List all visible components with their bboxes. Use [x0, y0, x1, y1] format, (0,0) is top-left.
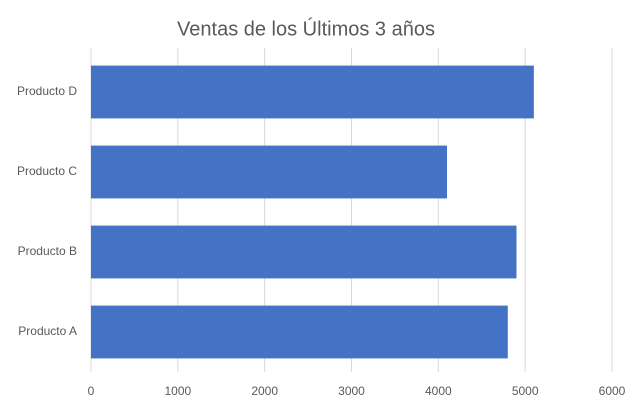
x-tick-label: 4000: [425, 384, 452, 398]
y-tick-label: Producto C: [17, 164, 77, 178]
x-tick-label: 0: [88, 384, 95, 398]
y-tick-label: Producto B: [18, 244, 77, 258]
x-tick-label: 6000: [599, 384, 626, 398]
x-tick-label: 2000: [251, 384, 278, 398]
bar: [91, 225, 517, 279]
x-tick-label: 3000: [338, 384, 365, 398]
bar: [91, 145, 448, 199]
y-tick-label: Producto A: [18, 324, 77, 338]
bar: [91, 65, 534, 119]
chart-title: Ventas de los Últimos 3 años: [177, 17, 435, 40]
x-tick-label: 1000: [164, 384, 191, 398]
y-tick-label: Producto D: [17, 84, 77, 98]
x-tick-label: 5000: [512, 384, 539, 398]
bar: [91, 305, 508, 359]
